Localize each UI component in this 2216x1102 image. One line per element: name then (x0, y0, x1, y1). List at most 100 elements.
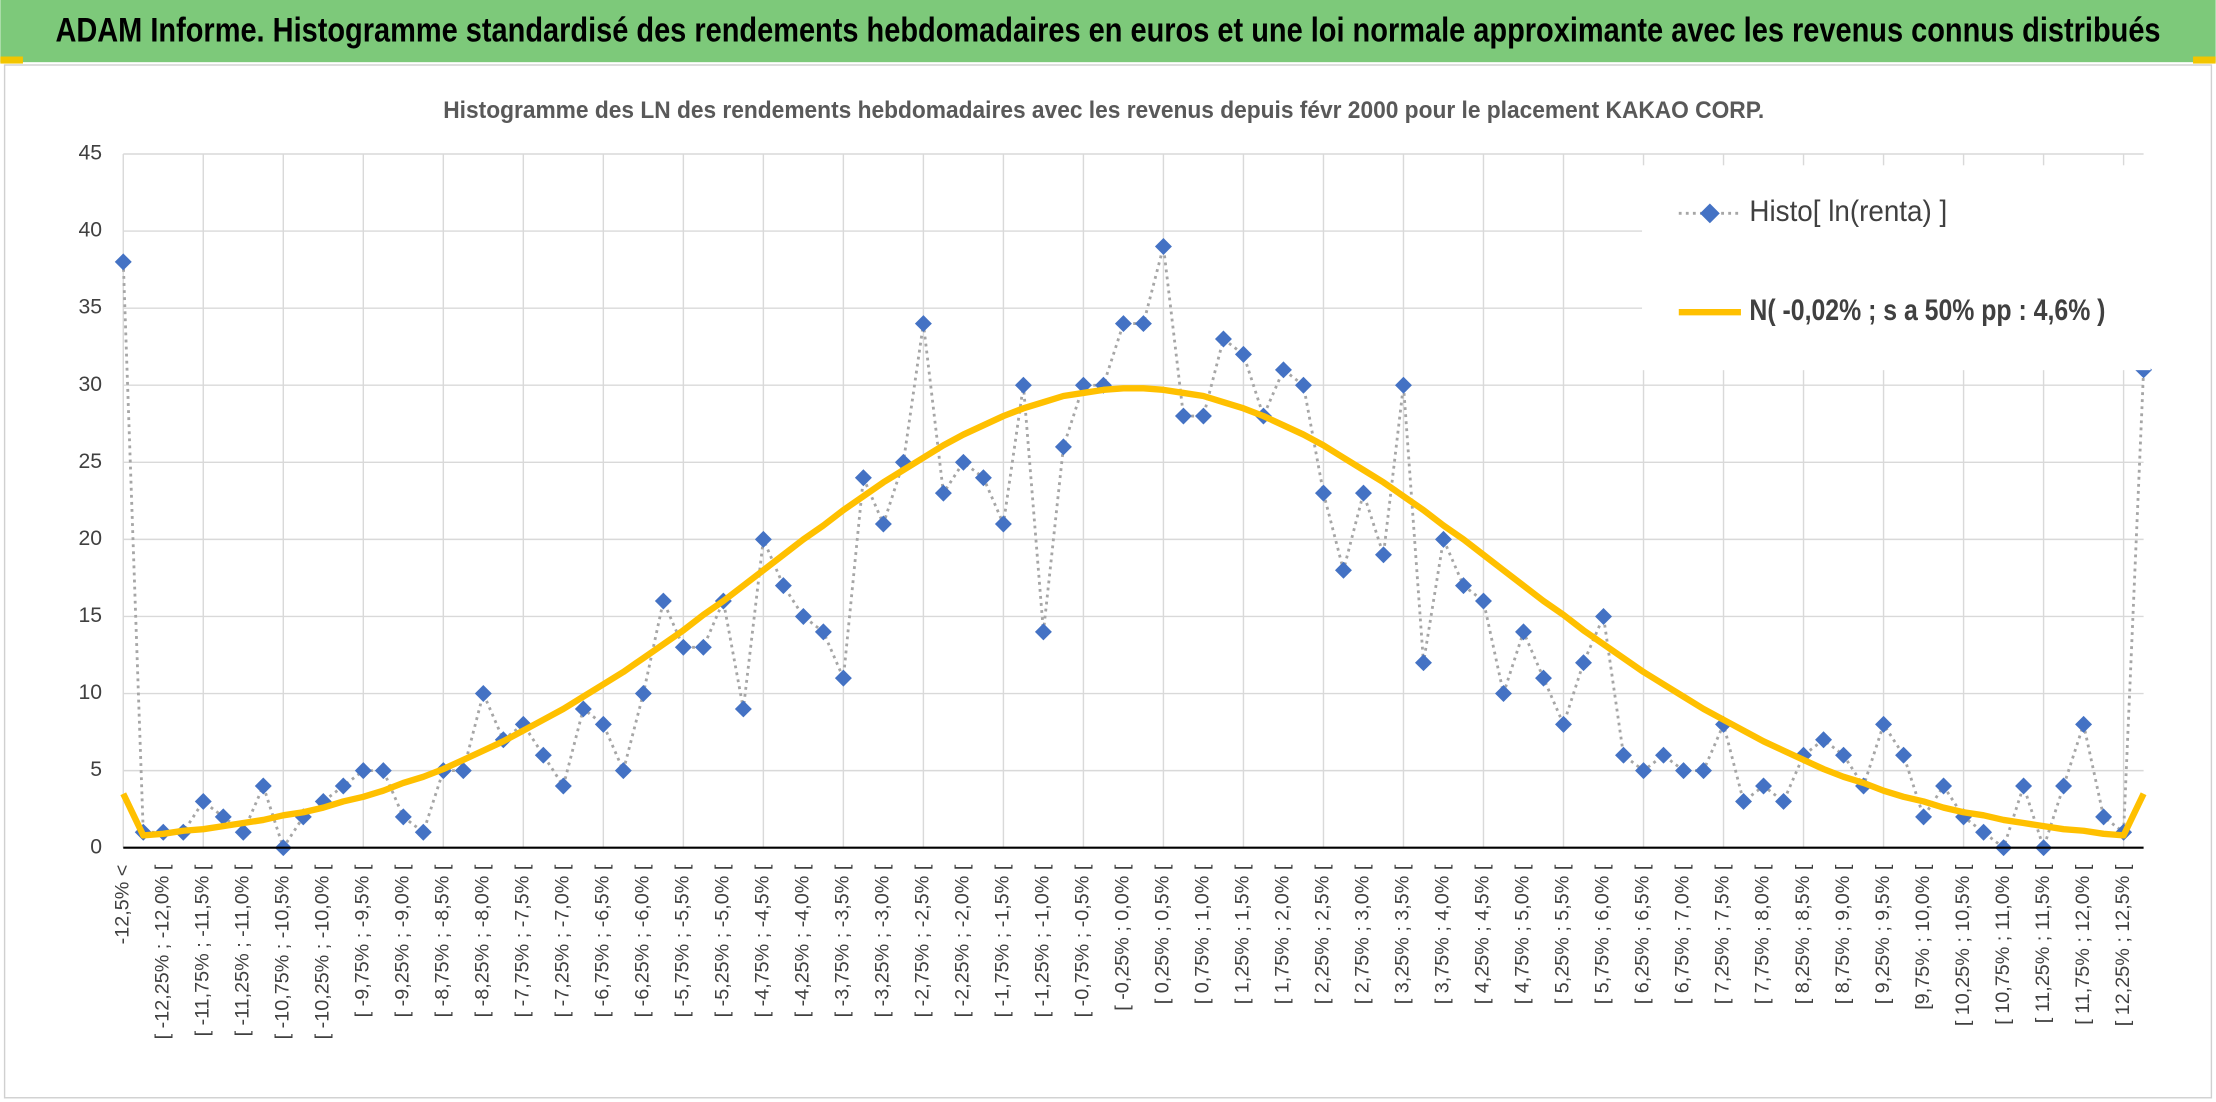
chart-subtitle: Histogramme des LN des rendements hebdom… (443, 97, 1764, 124)
x-tick-label: [ 10,75% ; 11,0% [ (1992, 864, 2014, 1025)
data-point (1214, 330, 1232, 348)
data-point (1274, 361, 1292, 379)
data-point (1154, 238, 1172, 255)
data-point (1234, 345, 1252, 363)
x-tick-label: [ 0,75% ; 1,0% [ (1192, 864, 1214, 1004)
chart-frame (3, 64, 2213, 1099)
x-tick-label: [ -2,75% ; -2,5% [ (912, 864, 934, 1017)
data-point (834, 669, 852, 687)
x-tick-label: [ 2,25% ; 2,5% [ (1312, 864, 1334, 1004)
x-tick-label: [ -11,75% ; -11,5% [ (191, 864, 213, 1036)
x-tick-label: [ 5,75% ; 6,0% [ (1592, 864, 1614, 1004)
header-accent (2193, 56, 2216, 64)
x-tick-label: [ 0,25% ; 0,5% [ (1152, 864, 1174, 1004)
x-tick-label: [ -8,25% ; -8,0% [ (472, 864, 494, 1017)
x-tick-label: [ 2,75% ; 3,0% [ (1352, 864, 1374, 1004)
data-point (854, 469, 872, 487)
x-tick-label: [ -0,25% ; 0,0% [ (1112, 864, 1134, 1011)
x-tick-label: [ 6,25% ; 6,5% [ (1632, 864, 1654, 1004)
data-point (1415, 654, 1432, 672)
x-tick-label: [ -1,25% ; -1,0% [ (1032, 864, 1054, 1017)
x-tick-label: [9,75% ; 10,0% [ (1912, 864, 1934, 1010)
x-tick-label: [ 6,75% ; 7,0% [ (1672, 864, 1694, 1004)
data-point (214, 808, 232, 826)
data-point (2095, 808, 2113, 826)
x-tick-label: [ 3,25% ; 3,5% [ (1392, 864, 1414, 1004)
data-point (594, 715, 612, 733)
page-title: ADAM Informe. Histogramme standardisé de… (55, 11, 2160, 49)
data-point (1054, 438, 1072, 456)
x-tick-label: [ 8,25% ; 8,5% [ (1792, 864, 1814, 1004)
data-point (1655, 746, 1672, 764)
data-point (994, 515, 1012, 533)
data-point (1735, 792, 1753, 810)
data-point (1975, 823, 1993, 841)
data-point (1495, 685, 1512, 703)
data-point (1114, 315, 1132, 333)
data-point (1575, 654, 1592, 672)
x-tick-label: [ 9,25% ; 9,5% [ (1872, 864, 1894, 1004)
legend-label: N( -0,02% ; s a 50% pp : 4,6% ) (1749, 294, 2105, 327)
data-point (1294, 376, 1312, 394)
data-point (1915, 808, 1933, 826)
data-point (1334, 561, 1352, 579)
x-tick-label: [ 4,75% ; 5,0% [ (1512, 864, 1534, 1004)
x-tick-label: [ -4,25% ; -4,0% [ (792, 864, 814, 1017)
data-point (614, 762, 632, 780)
x-tick-label: [ 10,25% ; 10,5% [ (1952, 864, 1974, 1026)
x-tick-label: [ 8,75% ; 9,0% [ (1832, 864, 1854, 1004)
data-point (754, 530, 772, 548)
y-tick-label: 45 (78, 142, 102, 165)
data-point (1775, 792, 1793, 810)
legend: Histo[ ln(renta) ] N( -0,02% ; s a 50% pp… (1642, 165, 2151, 371)
legend-label: Histo[ ln(renta) ] (1749, 195, 1947, 228)
data-point (1555, 715, 1572, 733)
x-tick-label: [ -12,25% ; -12,0% [ (151, 864, 173, 1039)
y-tick-label: 30 (78, 373, 102, 396)
data-point (2015, 777, 2033, 795)
data-point (2055, 777, 2073, 795)
data-point (634, 685, 652, 703)
data-point (1755, 777, 1773, 795)
data-point (794, 607, 812, 625)
y-tick-label: 10 (78, 681, 102, 704)
data-point (1695, 762, 1713, 780)
data-point (1314, 484, 1332, 502)
data-point (1174, 407, 1192, 425)
x-tick-label: [ -0,75% ; -0,5% [ (1072, 864, 1094, 1017)
x-tick-label: [ 3,75% ; 4,0% [ (1432, 864, 1454, 1004)
x-tick-label: [ -10,25% ; -10,0% [ (312, 864, 334, 1039)
x-tick-label: [ 7,75% ; 8,0% [ (1752, 864, 1774, 1004)
x-tick-label: [ -3,25% ; -3,0% [ (872, 864, 894, 1017)
data-point (734, 700, 752, 718)
x-tick-label: [ -11,25% ; -11,0% [ (232, 864, 254, 1036)
x-tick-label: [ -8,75% ; -8,5% [ (432, 864, 454, 1017)
y-tick-label: 0 (90, 835, 102, 858)
data-point (814, 623, 832, 641)
x-tick-label: [ -6,25% ; -6,0% [ (632, 864, 654, 1017)
x-tick-label: [ 11,25% ; 11,5% [ (2032, 864, 2054, 1023)
data-point (454, 762, 472, 780)
y-tick-label: 35 (78, 296, 102, 319)
x-tick-label: [ 1,75% ; 2,0% [ (1272, 864, 1294, 1004)
header-accent (0, 56, 23, 64)
data-point (954, 453, 972, 471)
data-point (554, 777, 572, 795)
axes: 0 5 10 15 20 25 30 35 40 45 -12,5% < [ -12,25% ; -1… (78, 142, 2144, 1039)
x-tick-label: [ -9,25% ; -9,0% [ (392, 864, 414, 1017)
data-point (934, 484, 952, 502)
x-tick-label: [ -5,75% ; -5,5% [ (672, 864, 694, 1017)
data-point (1815, 731, 1833, 749)
x-tick-label: [ 11,75% ; 12,0% [ (2072, 864, 2094, 1025)
data-point (1194, 407, 1212, 425)
y-tick-label: 20 (78, 527, 102, 550)
data-point (1535, 669, 1552, 687)
data-point (694, 638, 712, 656)
data-point (1515, 623, 1532, 641)
data-point (534, 746, 552, 764)
data-point (374, 762, 392, 780)
data-point (654, 592, 672, 610)
data-point (774, 577, 792, 595)
x-tick-label: [ -7,75% ; -7,5% [ (512, 864, 534, 1017)
